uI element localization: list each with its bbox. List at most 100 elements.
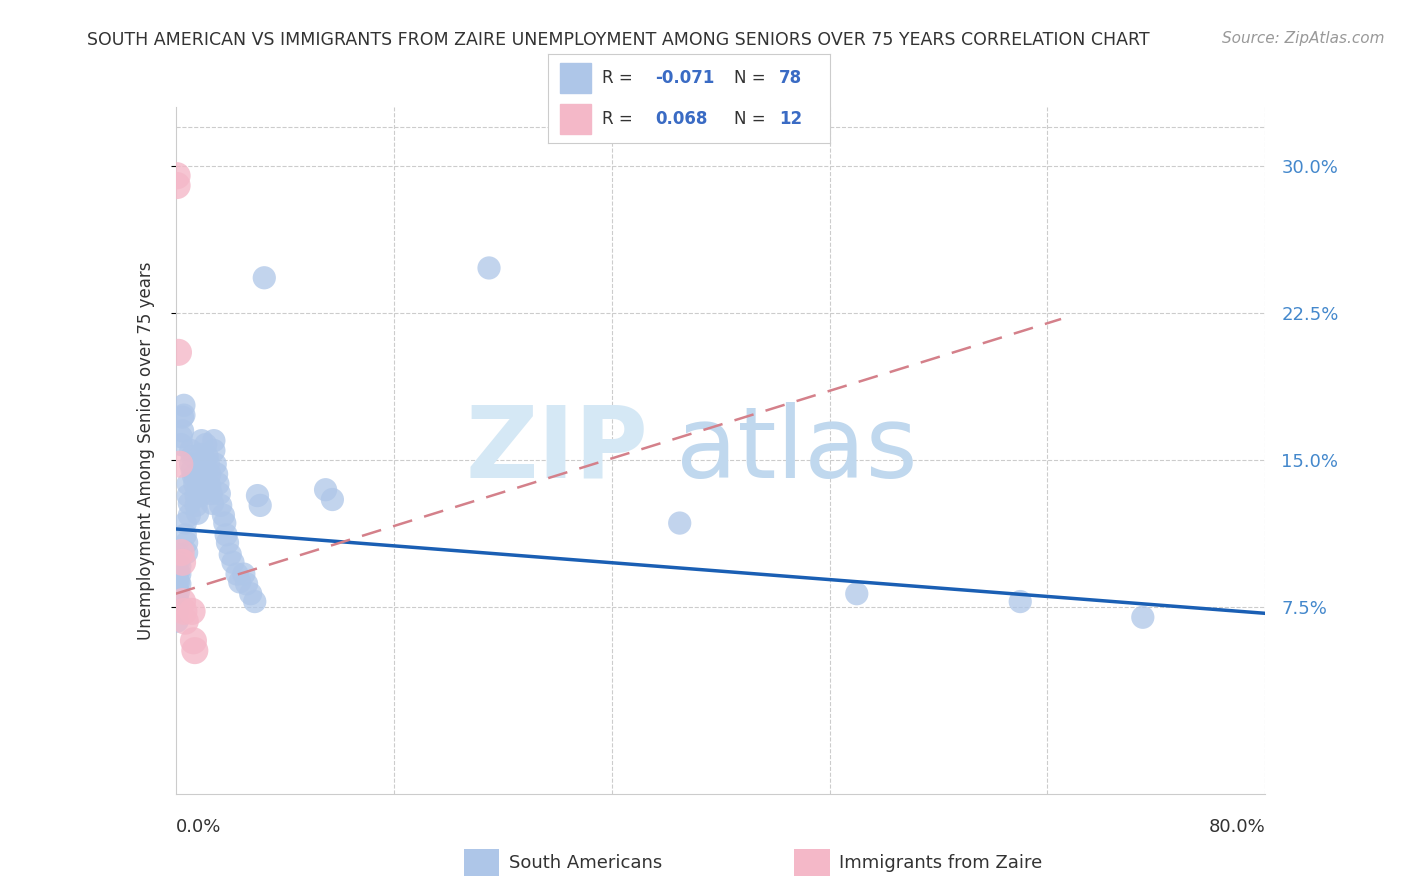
Point bbox=[214, 516, 236, 530]
Point bbox=[226, 567, 249, 582]
Point bbox=[166, 614, 188, 628]
Point bbox=[181, 604, 204, 618]
Point bbox=[172, 424, 194, 438]
Text: atlas: atlas bbox=[676, 402, 918, 499]
Point bbox=[478, 260, 501, 275]
Point bbox=[167, 594, 190, 608]
Point bbox=[183, 633, 205, 648]
Point bbox=[174, 516, 197, 530]
Point bbox=[174, 528, 197, 542]
Text: 12: 12 bbox=[779, 110, 801, 128]
Point bbox=[239, 587, 262, 601]
Text: Source: ZipAtlas.com: Source: ZipAtlas.com bbox=[1222, 31, 1385, 46]
Text: 0.068: 0.068 bbox=[655, 110, 707, 128]
Point bbox=[212, 508, 235, 523]
Point bbox=[215, 528, 238, 542]
Point bbox=[179, 496, 201, 510]
Point bbox=[217, 535, 239, 549]
Point bbox=[173, 408, 195, 422]
Point bbox=[172, 594, 194, 608]
Text: N =: N = bbox=[734, 110, 765, 128]
Point bbox=[186, 489, 208, 503]
Text: 80.0%: 80.0% bbox=[1209, 818, 1265, 836]
Point bbox=[183, 469, 205, 483]
Point bbox=[195, 450, 218, 464]
Point bbox=[194, 437, 217, 451]
Point bbox=[186, 499, 208, 513]
Point bbox=[232, 567, 254, 582]
Text: 0.0%: 0.0% bbox=[176, 818, 221, 836]
Point bbox=[180, 457, 202, 471]
Text: SOUTH AMERICAN VS IMMIGRANTS FROM ZAIRE UNEMPLOYMENT AMONG SENIORS OVER 75 YEARS: SOUTH AMERICAN VS IMMIGRANTS FROM ZAIRE … bbox=[87, 31, 1150, 49]
Point bbox=[177, 489, 200, 503]
Point bbox=[193, 467, 215, 481]
Point bbox=[201, 496, 224, 510]
Point bbox=[191, 457, 214, 471]
Point bbox=[181, 463, 204, 477]
Point bbox=[190, 434, 212, 448]
Point bbox=[166, 574, 188, 589]
Point bbox=[249, 499, 271, 513]
Point bbox=[166, 169, 188, 183]
Point bbox=[186, 506, 209, 520]
Point bbox=[170, 430, 193, 444]
Point bbox=[173, 604, 195, 618]
Point bbox=[172, 410, 194, 425]
Point bbox=[1132, 610, 1154, 624]
Point bbox=[321, 492, 343, 507]
Point bbox=[205, 467, 228, 481]
Text: ZIP: ZIP bbox=[465, 402, 648, 499]
Point bbox=[184, 476, 207, 491]
Point bbox=[176, 535, 198, 549]
Point bbox=[167, 565, 190, 579]
Point bbox=[169, 548, 191, 562]
Point bbox=[243, 594, 266, 608]
Point bbox=[188, 489, 211, 503]
Point bbox=[167, 345, 190, 359]
Point bbox=[253, 270, 276, 285]
Text: Immigrants from Zaire: Immigrants from Zaire bbox=[839, 854, 1043, 871]
Point bbox=[169, 457, 191, 471]
Point bbox=[180, 443, 202, 458]
Point bbox=[845, 587, 868, 601]
Point bbox=[167, 574, 190, 589]
Point bbox=[169, 577, 191, 591]
Point bbox=[187, 476, 209, 491]
Point bbox=[166, 594, 188, 608]
Point bbox=[315, 483, 337, 497]
Point bbox=[166, 604, 188, 618]
Point bbox=[235, 577, 257, 591]
Point bbox=[169, 559, 191, 574]
Point bbox=[174, 614, 197, 628]
Bar bbox=[560, 104, 591, 134]
Point bbox=[173, 398, 195, 412]
Point bbox=[177, 476, 200, 491]
Y-axis label: Unemployment Among Seniors over 75 years: Unemployment Among Seniors over 75 years bbox=[136, 261, 155, 640]
Point bbox=[202, 434, 225, 448]
Point bbox=[198, 479, 221, 493]
Point bbox=[246, 489, 269, 503]
Point bbox=[166, 587, 188, 601]
Point bbox=[229, 574, 252, 589]
Point bbox=[176, 545, 198, 559]
Point bbox=[167, 555, 190, 569]
Point bbox=[166, 178, 188, 193]
Point bbox=[170, 437, 193, 451]
Point bbox=[170, 545, 193, 559]
Point bbox=[172, 555, 194, 569]
Point bbox=[169, 567, 191, 582]
Text: N =: N = bbox=[734, 69, 765, 87]
Point bbox=[184, 643, 207, 657]
Point bbox=[668, 516, 690, 530]
Text: -0.071: -0.071 bbox=[655, 69, 714, 87]
Point bbox=[167, 584, 190, 599]
Point bbox=[207, 476, 229, 491]
Bar bbox=[560, 63, 591, 93]
Point bbox=[198, 467, 221, 481]
Text: South Americans: South Americans bbox=[509, 854, 662, 871]
Point bbox=[197, 457, 219, 471]
Point bbox=[166, 565, 188, 579]
Point bbox=[202, 443, 225, 458]
Point bbox=[181, 450, 204, 464]
Point bbox=[179, 508, 201, 523]
